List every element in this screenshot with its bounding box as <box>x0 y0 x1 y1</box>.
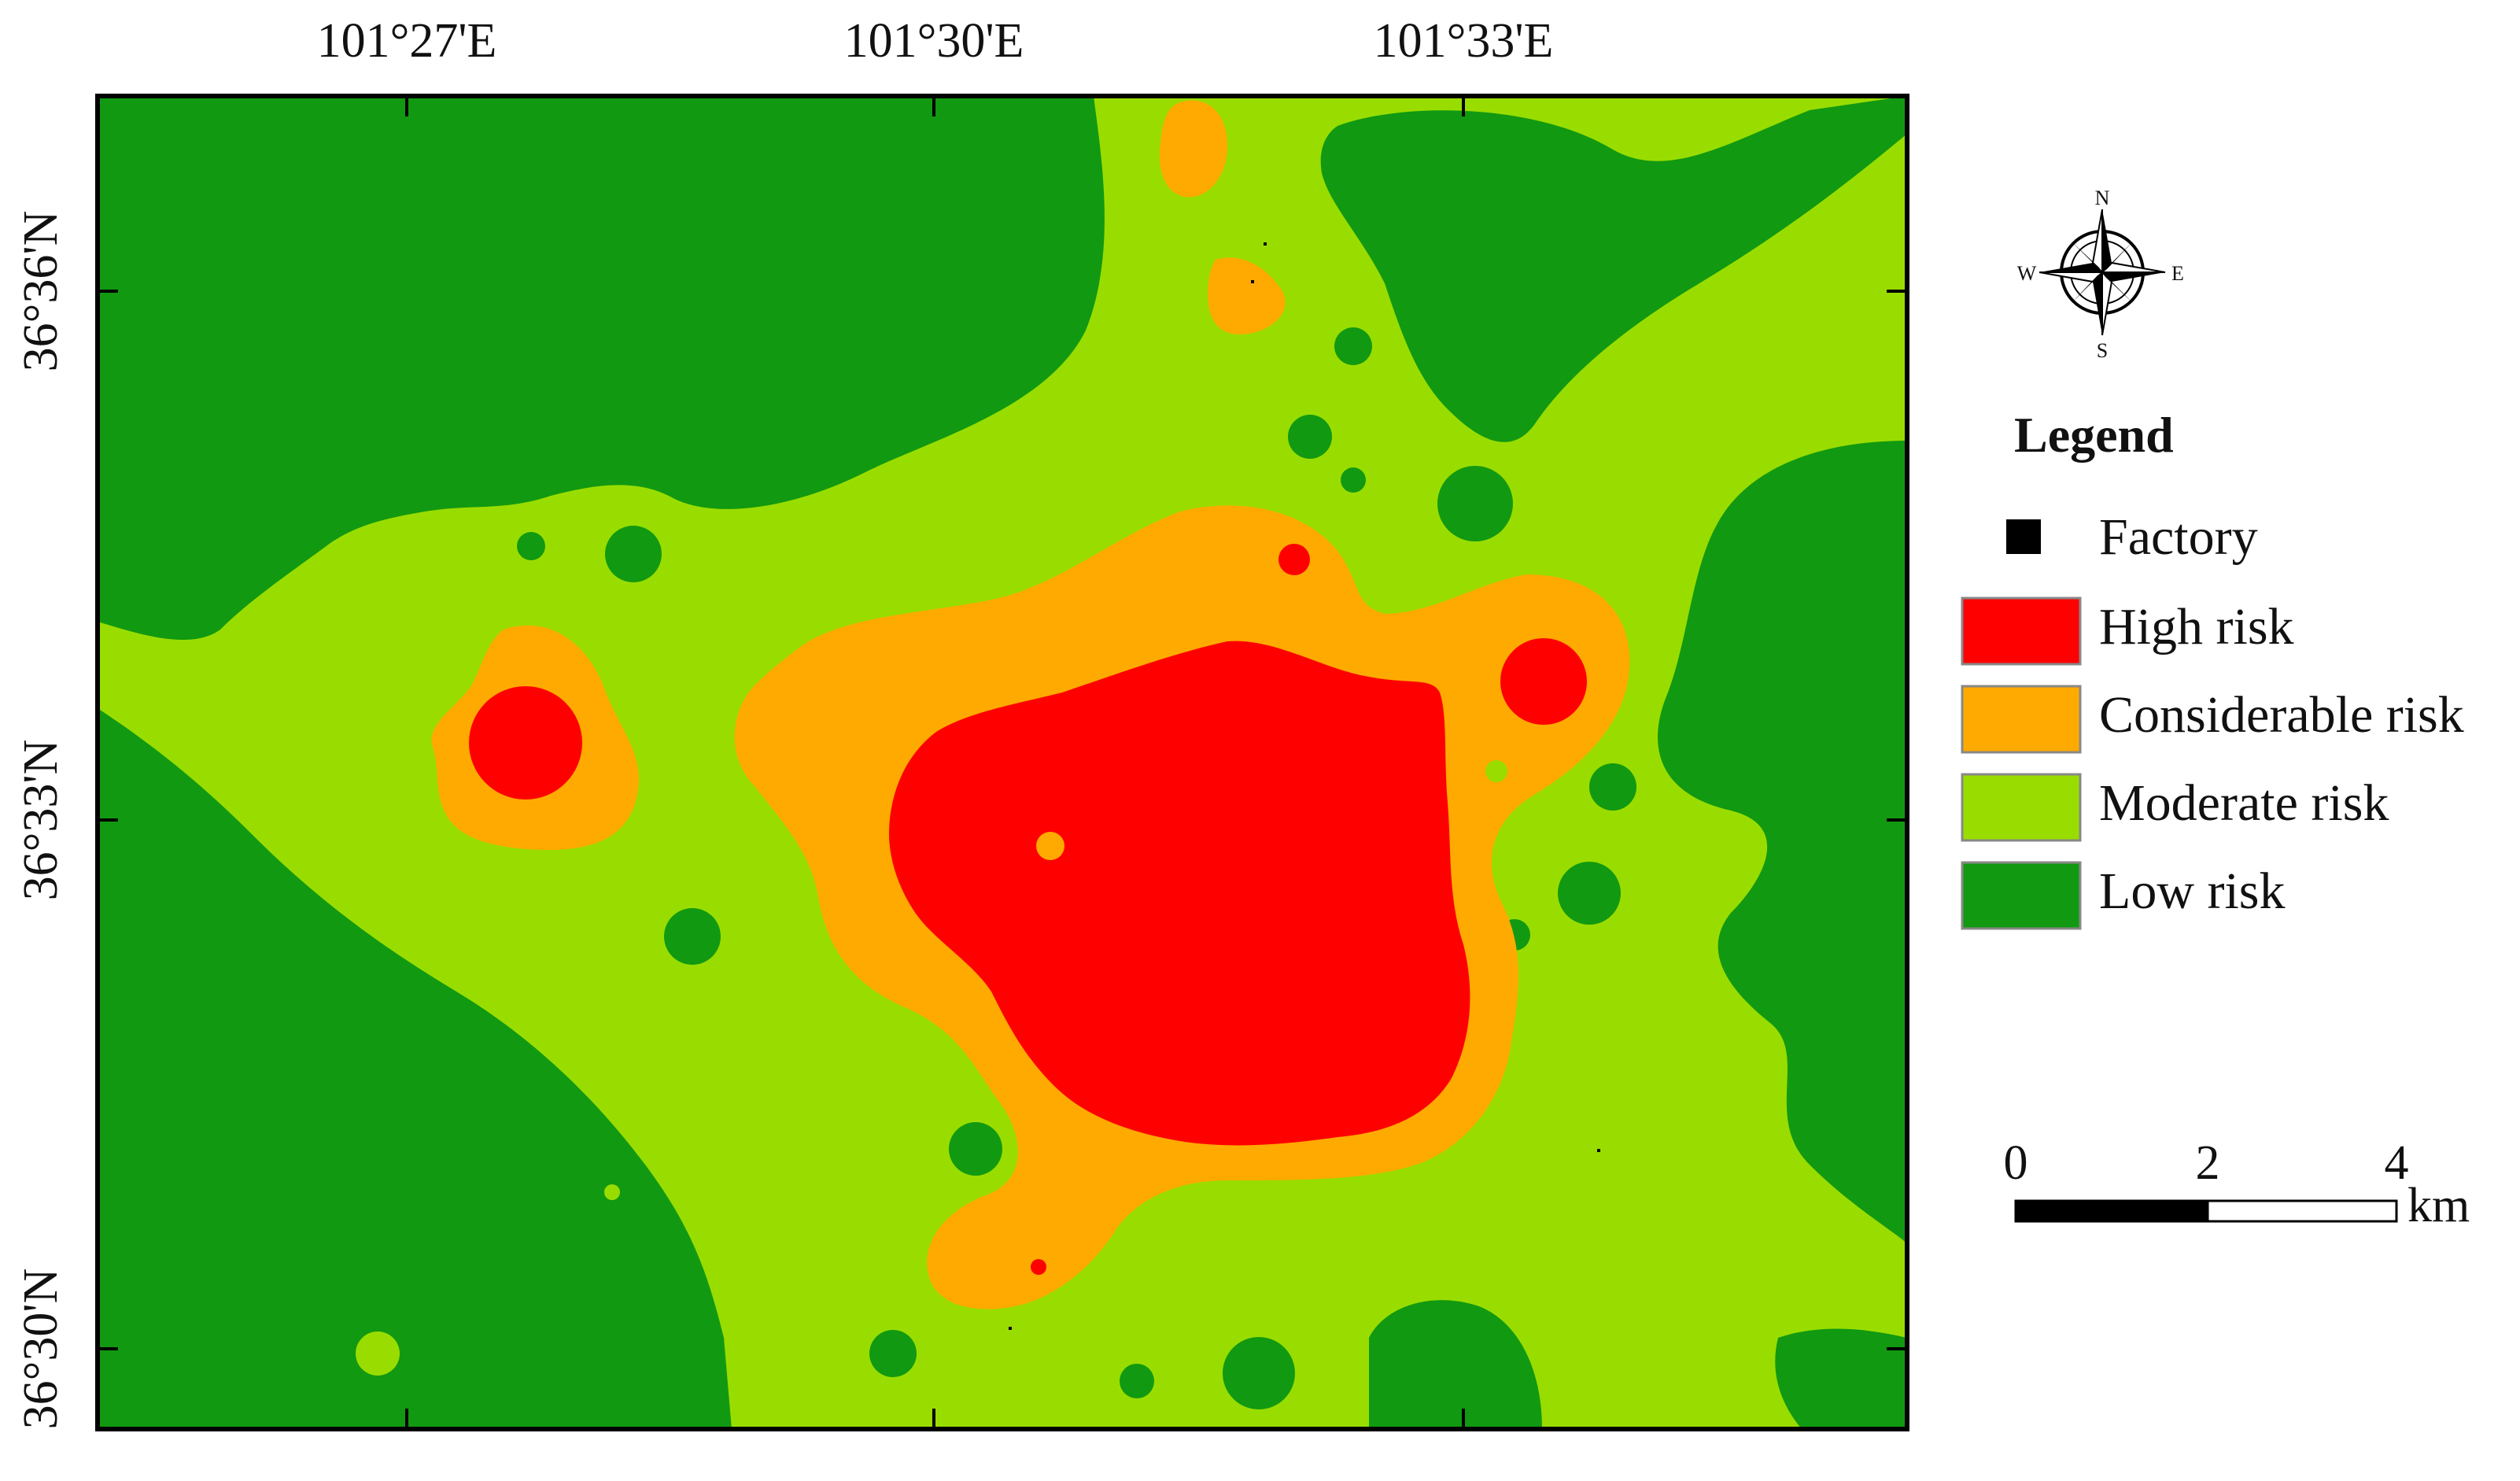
scale-bar-segment-dark <box>2014 1199 2209 1223</box>
legend: Legend Factory High risk Considerable ri… <box>1961 407 2464 930</box>
scale-label-2: 2 <box>2196 1136 2220 1190</box>
graticule-ticks <box>98 96 1907 1429</box>
longitude-label: 101°27'E <box>317 14 497 68</box>
low-risk-patch <box>1437 466 1513 541</box>
longitude-label: 101°33'E <box>1374 14 1554 68</box>
map-frame <box>95 94 1909 1431</box>
low-risk-patch <box>1334 327 1372 365</box>
legend-label-factory: Factory <box>2099 508 2258 566</box>
legend-swatch-low <box>1961 861 2082 930</box>
low-risk-patch <box>164 401 198 436</box>
longitude-label: 101°30'E <box>844 14 1024 68</box>
legend-swatch-moderate <box>1961 773 2082 842</box>
factory-point <box>1597 1149 1600 1152</box>
high-risk-region-center <box>889 641 1470 1146</box>
low-risk-patch <box>1120 1364 1154 1398</box>
factory-point <box>1251 280 1254 283</box>
scale-unit: km <box>2407 1179 2470 1232</box>
compass-north-label: N <box>2095 187 2110 209</box>
low-risk-patch <box>1288 415 1332 459</box>
low-risk-patch <box>664 908 721 965</box>
low-risk-region-left <box>98 708 732 1429</box>
legend-title: Legend <box>2014 407 2174 463</box>
high-risk-areas <box>469 544 1587 1275</box>
low-risk-patch <box>605 526 662 582</box>
moderate-risk-patch <box>604 1184 620 1200</box>
low-risk-patch <box>1341 467 1366 493</box>
low-risk-patch <box>1589 763 1636 811</box>
low-risk-region-top-left <box>98 96 1105 640</box>
factory-point <box>1264 242 1267 246</box>
low-risk-region-right <box>1657 441 1907 1243</box>
map-canvas <box>98 96 1907 1429</box>
legend-label-considerable: Considerable risk <box>2099 686 2464 744</box>
low-risk-region-bottom-right <box>1775 1328 1907 1429</box>
compass-east-label: E <box>2171 262 2184 285</box>
low-risk-patch <box>1223 1337 1295 1409</box>
low-risk-patch <box>1558 862 1621 925</box>
factory-point <box>1009 1327 1012 1330</box>
latitude-label: 36°36'N <box>14 211 68 372</box>
low-risk-patch <box>517 532 545 560</box>
scale-bar: 0 2 4 km <box>2004 1136 2470 1232</box>
latitude-label: 36°33'N <box>14 740 68 901</box>
considerable-risk-patch-upper <box>1208 257 1286 334</box>
legend-label-moderate: Moderate risk <box>2099 774 2389 832</box>
high-risk-patch <box>1500 638 1587 725</box>
latitude-label: 36°30'N <box>14 1269 68 1430</box>
legend-swatch-high <box>1961 596 2082 666</box>
considerable-risk-patch <box>1036 832 1064 860</box>
factory-points <box>1009 242 1600 1330</box>
low-risk-areas <box>98 96 1907 1429</box>
low-risk-region-top-right <box>1320 96 1907 442</box>
high-risk-patch <box>1031 1259 1046 1275</box>
legend-swatch-considerable <box>1961 685 2082 754</box>
considerable-risk-patch-top <box>1159 100 1227 198</box>
scale-bar-segment-light <box>2206 1199 2398 1223</box>
high-risk-patch <box>1278 544 1310 575</box>
high-risk-patch <box>469 686 582 800</box>
compass-rose-icon: N S E W <box>2017 187 2184 362</box>
low-risk-region-bottom-center <box>1369 1300 1542 1429</box>
low-risk-patch <box>949 1122 1002 1176</box>
legend-label-low: Low risk <box>2099 862 2285 920</box>
legend-factory-symbol <box>2006 519 2041 554</box>
scale-label-4: 4 <box>2385 1136 2409 1190</box>
moderate-risk-patch <box>1485 760 1507 782</box>
compass-west-label: W <box>2017 262 2037 285</box>
moderate-risk-patch <box>356 1331 400 1376</box>
scale-label-0: 0 <box>2004 1136 2028 1190</box>
compass-south-label: S <box>2097 339 2108 362</box>
legend-label-high: High risk <box>2099 598 2294 656</box>
low-risk-patch <box>869 1330 917 1377</box>
